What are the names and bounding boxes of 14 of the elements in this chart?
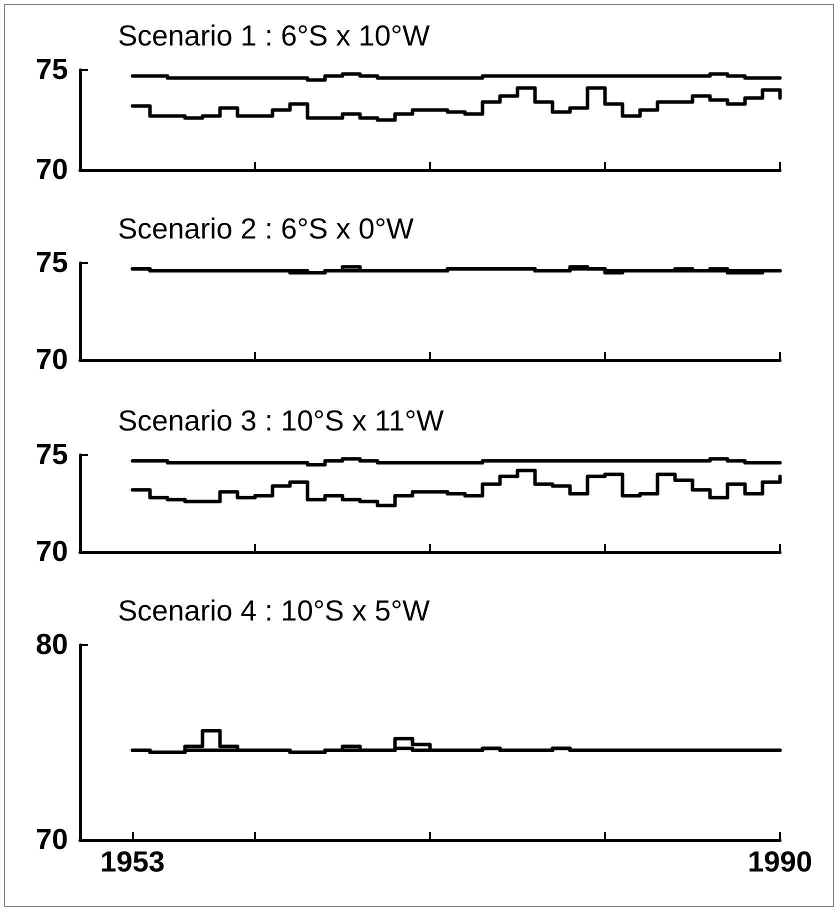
y-tick-label: 75 [36, 54, 68, 86]
y-tick-label: 70 [36, 536, 68, 568]
chart-title: Scenario 4 : 10°S x 5°W [118, 596, 430, 628]
x-tick-label: 1953 [100, 846, 165, 878]
y-tick-label: 80 [36, 629, 68, 661]
x-tick-label: 1990 [748, 846, 812, 878]
y-tick-label: 75 [36, 439, 68, 471]
chart-title: Scenario 1 : 6°S x 10°W [118, 20, 430, 52]
y-tick-label: 70 [36, 154, 68, 186]
y-tick-label: 75 [36, 247, 68, 279]
chart-title: Scenario 2 : 6°S x 0°W [118, 214, 414, 246]
y-tick-label: 70 [36, 344, 68, 376]
y-tick-label: 70 [36, 824, 68, 856]
chart-title: Scenario 3 : 10°S x 11°W [118, 406, 444, 438]
